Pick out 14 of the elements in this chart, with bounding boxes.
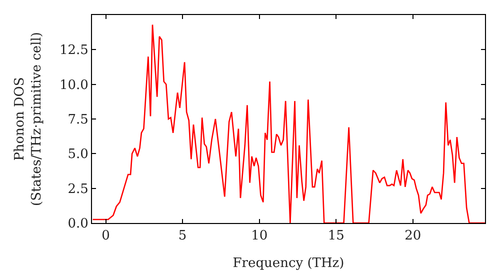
x-tick-label: 20 [404,228,422,244]
y-tick-label: 10.0 [59,78,88,93]
y-tick-label: 12.5 [59,43,88,58]
y-axis-title: Phonon DOS (States/THz·primitive cell) [12,32,44,206]
y-tick-label: 0.0 [68,216,88,232]
line-series [92,24,485,223]
x-tick-label: 5 [178,228,187,244]
x-tick-label: 15 [328,228,344,244]
y-tick-label: 2.5 [68,182,88,197]
y-tick-label: 5.0 [68,147,88,162]
x-axis-title: Frequency (THz) [232,256,344,272]
x-tick-label: 10 [251,228,268,244]
y-tick-label: 7.5 [68,112,88,128]
x-tick-label: 0 [102,228,110,244]
